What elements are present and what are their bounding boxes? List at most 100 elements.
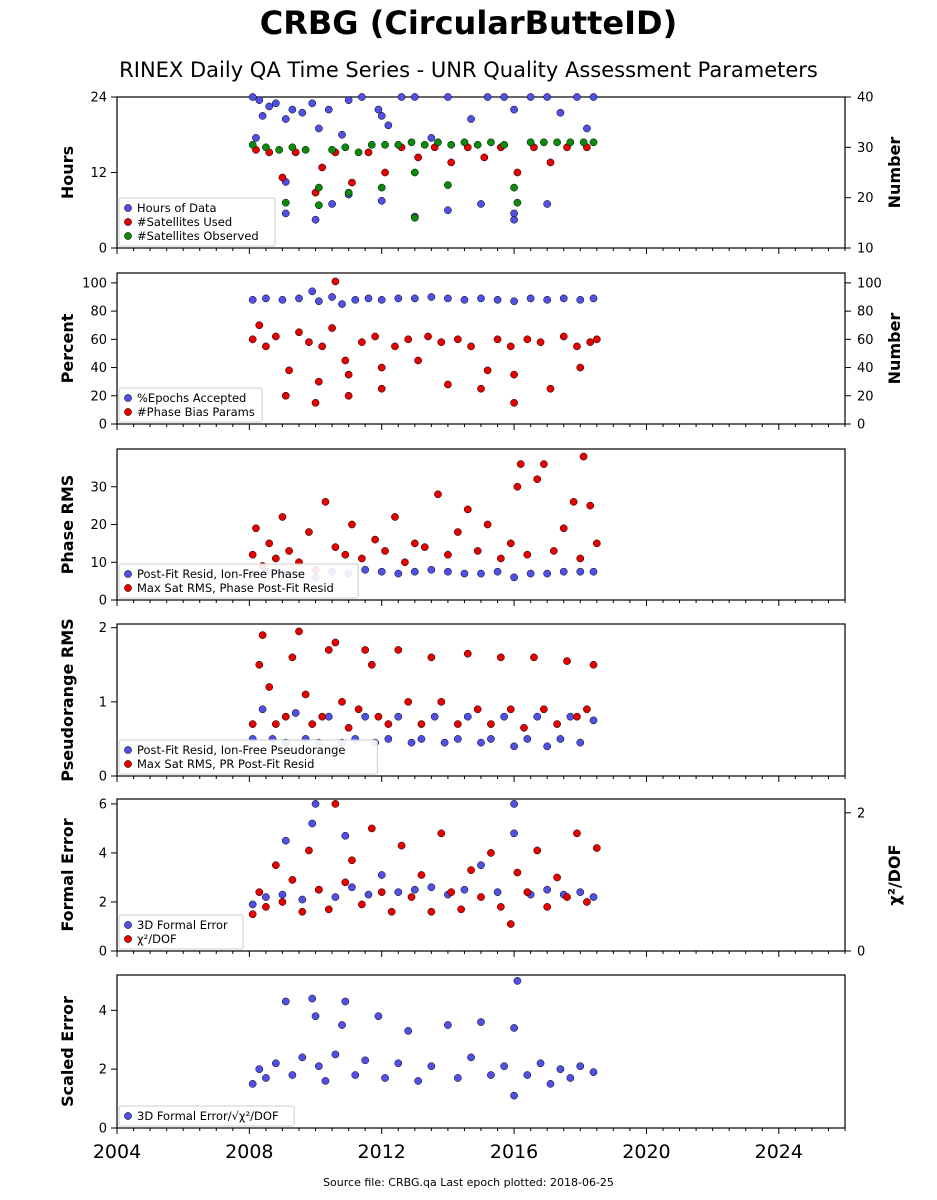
legend-entry: Max Sat RMS, Phase Post-Fit Resid bbox=[137, 581, 334, 595]
data-point bbox=[341, 878, 350, 887]
data-point bbox=[308, 994, 317, 1003]
data-point bbox=[271, 332, 280, 341]
data-point bbox=[427, 907, 436, 916]
y2-tick-label: 80 bbox=[857, 305, 874, 320]
data-point bbox=[566, 138, 575, 147]
y-tick-label: 2 bbox=[99, 1063, 107, 1078]
data-point bbox=[506, 705, 515, 714]
y-tick-label: 20 bbox=[90, 389, 107, 404]
data-point bbox=[367, 140, 376, 149]
data-point bbox=[589, 660, 598, 669]
y2-tick-label: 20 bbox=[857, 389, 874, 404]
y2-tick-label: 0 bbox=[857, 945, 865, 960]
data-point bbox=[546, 158, 555, 167]
data-point bbox=[500, 1062, 509, 1071]
data-point bbox=[540, 138, 548, 147]
data-point bbox=[407, 138, 416, 147]
data-point bbox=[453, 720, 462, 728]
data-point bbox=[271, 861, 280, 870]
data-point bbox=[377, 871, 386, 879]
x-tick-label: 2020 bbox=[622, 1141, 670, 1163]
data-point bbox=[324, 905, 333, 914]
data-point bbox=[453, 1074, 462, 1082]
data-point bbox=[573, 93, 581, 101]
data-point bbox=[427, 883, 436, 892]
source-footer: Source file: CRBG.qa Last epoch plotted:… bbox=[323, 1176, 614, 1189]
data-point bbox=[324, 105, 333, 114]
data-point bbox=[487, 1071, 495, 1079]
data-point bbox=[543, 200, 552, 208]
x-tick-label: 2016 bbox=[490, 1141, 538, 1163]
data-point bbox=[354, 705, 363, 714]
legend-marker bbox=[124, 1112, 132, 1120]
data-point bbox=[414, 1077, 422, 1085]
data-point bbox=[583, 124, 591, 133]
y2-tick-label: 30 bbox=[857, 141, 874, 156]
data-point bbox=[556, 1065, 565, 1074]
data-point bbox=[427, 653, 436, 662]
data-point bbox=[533, 712, 542, 721]
data-point bbox=[576, 1062, 585, 1071]
data-point bbox=[301, 690, 310, 699]
data-point bbox=[530, 653, 538, 662]
data-point bbox=[295, 294, 303, 303]
data-point bbox=[278, 295, 287, 304]
y2-axis-label: χ²/DOF bbox=[885, 845, 904, 906]
data-point bbox=[467, 342, 475, 351]
data-point bbox=[444, 1021, 452, 1029]
data-point bbox=[328, 200, 336, 208]
data-point bbox=[453, 528, 462, 536]
data-point bbox=[483, 366, 492, 375]
data-point bbox=[381, 547, 389, 555]
data-point bbox=[523, 735, 532, 743]
data-point bbox=[288, 876, 297, 884]
data-point bbox=[576, 363, 585, 372]
legend-marker bbox=[124, 760, 132, 768]
legend-box bbox=[118, 739, 378, 775]
data-point bbox=[377, 363, 386, 372]
data-point bbox=[410, 168, 419, 177]
data-point bbox=[444, 93, 452, 101]
data-point bbox=[497, 554, 505, 563]
data-point bbox=[328, 293, 336, 301]
data-point bbox=[358, 338, 366, 346]
data-point bbox=[586, 338, 595, 346]
data-point bbox=[275, 146, 283, 154]
data-point bbox=[483, 93, 492, 101]
data-point bbox=[589, 1068, 598, 1076]
data-point bbox=[553, 873, 561, 882]
data-point bbox=[344, 391, 353, 400]
data-point bbox=[262, 1074, 270, 1082]
data-point bbox=[592, 335, 601, 344]
legend-marker bbox=[124, 746, 132, 754]
legend-marker bbox=[124, 218, 132, 226]
data-point bbox=[341, 550, 350, 559]
data-point bbox=[391, 342, 399, 351]
y-tick-label: 80 bbox=[90, 305, 107, 320]
data-point bbox=[308, 720, 317, 728]
data-point bbox=[477, 893, 485, 901]
data-point bbox=[457, 905, 465, 914]
data-point bbox=[453, 335, 462, 344]
legend-entry: %Epochs Accepted bbox=[137, 391, 246, 405]
y2-tick-label: 10 bbox=[857, 242, 874, 257]
data-point bbox=[447, 158, 456, 167]
data-point bbox=[308, 287, 317, 296]
data-point bbox=[543, 742, 552, 751]
data-point bbox=[351, 295, 360, 304]
chart-title: CRBG (CircularButteID) bbox=[259, 4, 678, 42]
y-tick-label: 4 bbox=[99, 1004, 107, 1019]
data-point bbox=[553, 138, 561, 147]
data-point bbox=[487, 720, 495, 728]
data-point bbox=[437, 338, 446, 346]
data-point bbox=[384, 720, 393, 728]
data-point bbox=[262, 903, 270, 911]
legend-marker bbox=[124, 570, 132, 578]
data-point bbox=[487, 849, 495, 857]
data-point bbox=[510, 573, 518, 582]
data-point bbox=[477, 738, 485, 747]
data-point bbox=[288, 1071, 297, 1079]
data-point bbox=[377, 384, 386, 393]
